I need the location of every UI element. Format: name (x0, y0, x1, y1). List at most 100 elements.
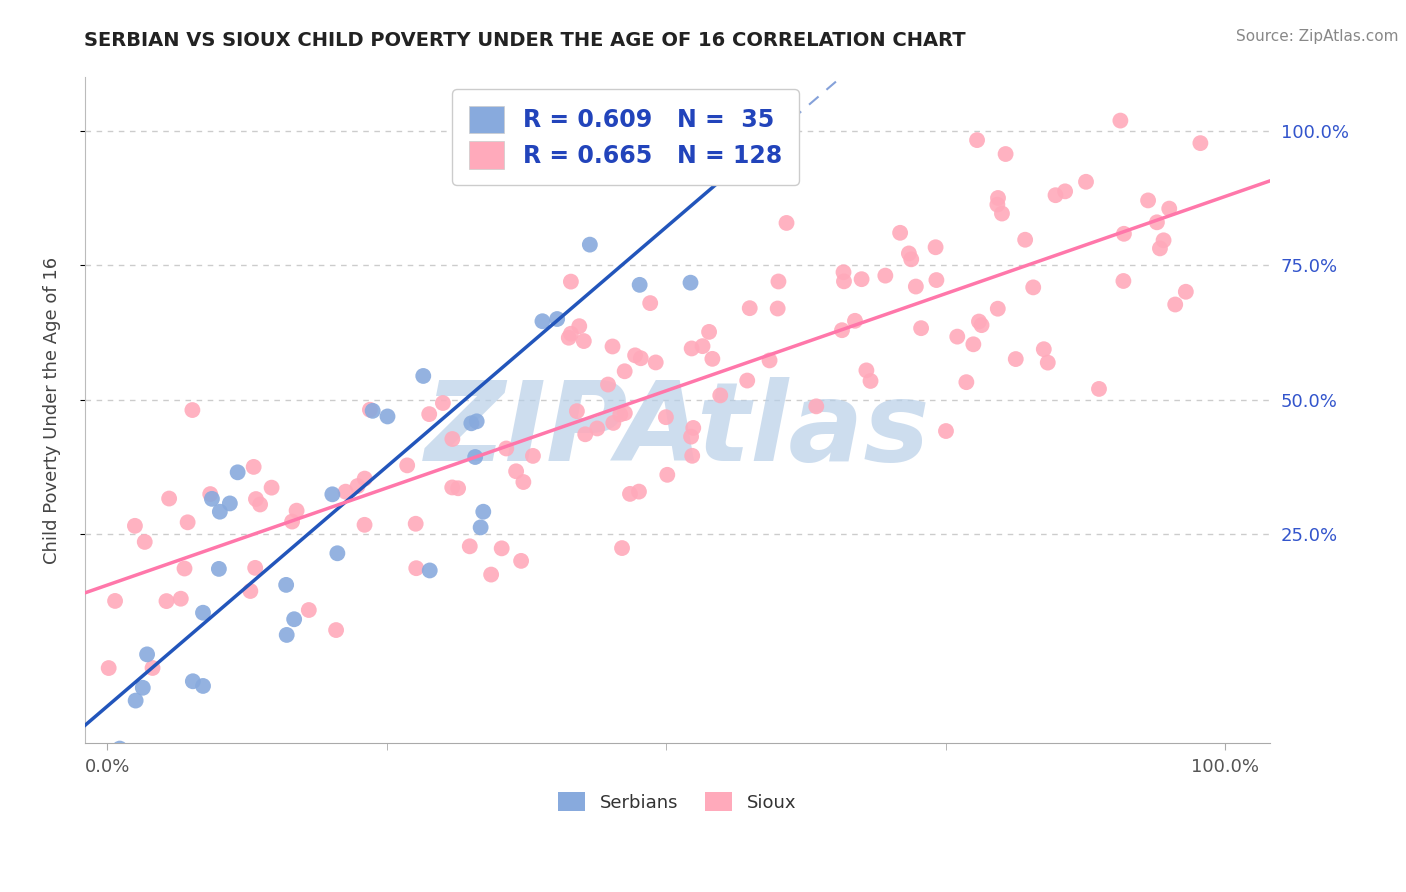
Point (191, 679, 214, 693)
Point (832, 274, 855, 288)
Point (132, 681, 155, 695)
Point (897, 246, 920, 260)
Point (602, 339, 624, 353)
Point (405, 516, 427, 531)
Point (208, 505, 231, 519)
Point (97, 661, 120, 675)
Point (955, 375, 977, 389)
Point (170, 591, 193, 606)
Point (359, 402, 381, 417)
Point (243, 561, 266, 575)
Point (458, 539, 481, 553)
Point (900, 252, 922, 267)
Point (768, 275, 790, 289)
Point (1054, 185, 1077, 199)
Point (1004, 352, 1026, 367)
Point (460, 417, 482, 431)
Point (464, 450, 486, 464)
Point (242, 459, 264, 474)
Point (682, 421, 704, 435)
Point (613, 364, 636, 378)
Point (276, 578, 298, 592)
Point (208, 562, 231, 576)
Point (134, 535, 156, 549)
Point (276, 628, 298, 642)
Point (657, 467, 679, 482)
Point (681, 449, 703, 463)
Point (560, 326, 582, 341)
Point (281, 515, 304, 529)
Point (108, 741, 131, 756)
Point (176, 516, 198, 530)
Point (181, 403, 204, 417)
Point (157, 491, 180, 506)
Point (325, 623, 347, 637)
Point (574, 427, 596, 442)
Point (709, 388, 731, 402)
Point (1014, 233, 1036, 247)
Point (470, 520, 492, 534)
Point (1189, 136, 1212, 150)
Point (124, 693, 146, 707)
Point (173, 561, 195, 575)
Point (285, 503, 308, 517)
Text: Source: ZipAtlas.com: Source: ZipAtlas.com (1236, 29, 1399, 44)
Point (994, 147, 1017, 161)
Point (510, 554, 533, 568)
Point (967, 314, 990, 328)
Point (522, 449, 544, 463)
Point (1149, 241, 1171, 255)
Point (970, 318, 993, 333)
Point (607, 97, 630, 112)
Point (1164, 297, 1187, 311)
Point (859, 374, 882, 388)
Point (472, 505, 495, 519)
Point (924, 240, 946, 254)
Point (321, 487, 343, 501)
Point (191, 606, 214, 620)
Point (925, 273, 948, 287)
Point (962, 337, 984, 351)
Point (418, 407, 440, 421)
Point (558, 331, 581, 345)
Point (586, 421, 609, 435)
Point (987, 191, 1010, 205)
Point (655, 410, 678, 425)
Point (396, 458, 419, 473)
Point (226, 466, 249, 480)
Point (624, 348, 647, 362)
Point (1153, 233, 1175, 247)
Point (495, 442, 517, 456)
Point (987, 301, 1010, 316)
Point (479, 567, 502, 582)
Legend: Serbians, Sioux: Serbians, Sioux (550, 783, 806, 821)
Point (441, 480, 464, 494)
Point (1146, 215, 1168, 229)
Point (831, 323, 853, 337)
Point (335, 484, 357, 499)
Point (832, 265, 855, 279)
Point (904, 279, 927, 293)
Point (1074, 175, 1097, 189)
Point (619, 487, 641, 501)
Point (692, 138, 714, 153)
Point (875, 268, 897, 283)
Point (579, 237, 602, 252)
Point (512, 475, 534, 489)
Point (689, 133, 711, 147)
Point (966, 133, 988, 147)
Point (377, 409, 399, 424)
Point (441, 432, 464, 446)
Point (610, 541, 633, 555)
Point (432, 396, 454, 410)
Point (889, 226, 911, 240)
Point (136, 648, 159, 662)
Point (628, 277, 651, 292)
Point (1159, 202, 1181, 216)
Point (568, 319, 591, 334)
Point (627, 484, 650, 499)
Point (679, 276, 702, 290)
Point (326, 546, 349, 560)
Point (447, 481, 470, 495)
Point (681, 342, 703, 356)
